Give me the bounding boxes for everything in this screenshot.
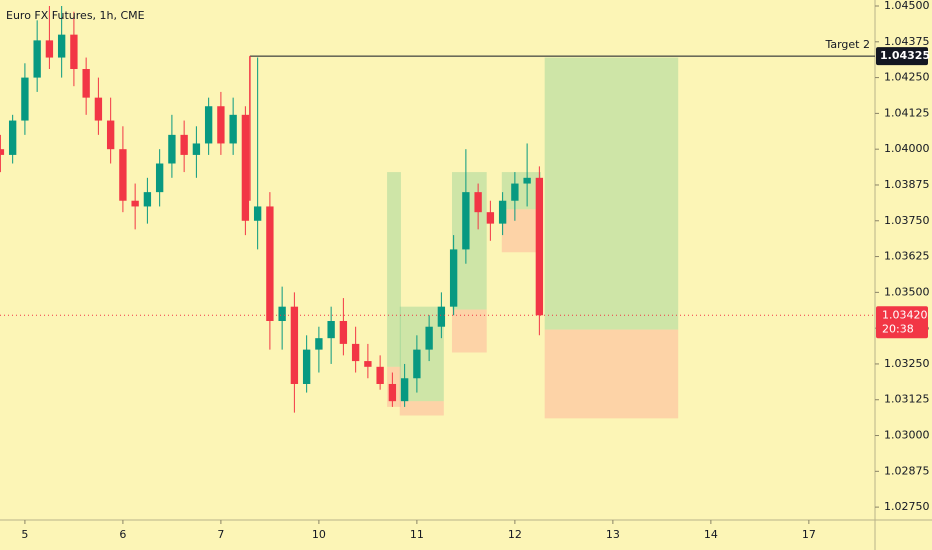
x-tick-label: 7 [217,528,224,541]
plot [0,6,875,419]
candle-body [45,40,54,58]
candle-body [339,320,348,344]
candle-body [33,40,41,78]
y-tick-label: 1.04000 [884,142,930,155]
candle-body [449,249,458,307]
profit-zone [387,172,401,367]
x-tick-label: 11 [410,528,424,541]
y-tick-label: 1.04500 [884,0,930,12]
candle-body [143,192,152,207]
candle-body [302,349,311,384]
candle-body [462,192,470,250]
candle-body [241,114,250,221]
candle-body [327,320,335,339]
candle-body [315,338,323,350]
x-tick-label: 13 [606,528,620,541]
candle-body [168,134,176,164]
x-tick-label: 5 [21,528,28,541]
last-price-label: 1.03420 [882,308,928,321]
y-tick-label: 1.03875 [884,178,930,191]
profit-zone [544,57,679,330]
loss-zone [399,401,444,416]
y-tick-label: 1.03625 [884,250,930,263]
candle-body [364,361,372,367]
y-tick-label: 1.03125 [884,393,930,406]
candle-body [204,106,213,144]
candle-body [266,206,274,321]
candle-body [229,114,237,144]
x-tick-label: 6 [119,528,126,541]
candle-body [57,34,66,58]
y-tick-label: 1.03500 [884,285,930,298]
candle-body [400,378,409,402]
loss-zone [544,329,679,419]
candle-body [425,326,433,350]
candle-body [437,306,446,327]
candle-body [253,206,262,221]
y-tick-label: 1.04375 [884,35,930,48]
target-name: Target 2 [824,38,870,51]
candle-body [70,34,78,70]
target-tag-label: 1.04325 [880,49,930,62]
candle-body [511,183,519,201]
x-tick-label: 12 [508,528,522,541]
candle-body [217,106,225,144]
candle-body [523,177,531,184]
profit-zone [501,172,542,210]
candle-body [290,306,299,384]
candle-body [155,163,164,193]
candle-body [278,306,286,321]
candle-body [498,200,507,224]
candle-body [486,212,495,224]
candle-body [82,69,90,98]
y-tick-label: 1.04125 [884,106,930,119]
loss-zone [501,209,542,253]
y-tick-label: 1.02875 [884,464,930,477]
last-price-tag [876,306,928,339]
x-tick-label: 10 [312,528,326,541]
countdown: 20:38 [882,322,914,335]
candle-body [0,149,5,155]
candle-body [21,77,29,121]
y-tick-label: 1.02750 [884,500,930,513]
candle-body [376,366,384,384]
candle-body [180,134,188,155]
candle-body [8,120,17,155]
candle-body [535,177,544,316]
y-tick-label: 1.03750 [884,214,930,227]
y-tick-label: 1.04250 [884,71,930,84]
candle-body [351,343,360,362]
y-tick-label: 1.03250 [884,357,930,370]
candle-body [192,143,201,155]
candle-body [119,149,127,201]
candle-body [388,383,397,402]
loss-zone [451,309,487,353]
chart-title: Euro FX Futures, 1h, CME [6,9,145,22]
candle-body [94,97,103,121]
candle-body [131,200,139,207]
candle-body [474,192,482,213]
target-tag [876,47,928,66]
candle-body [413,349,421,379]
x-tick-label: 14 [704,528,718,541]
candle-body [106,120,115,150]
y-tick-label: 1.03000 [884,429,930,442]
x-tick-label: 17 [802,528,816,541]
